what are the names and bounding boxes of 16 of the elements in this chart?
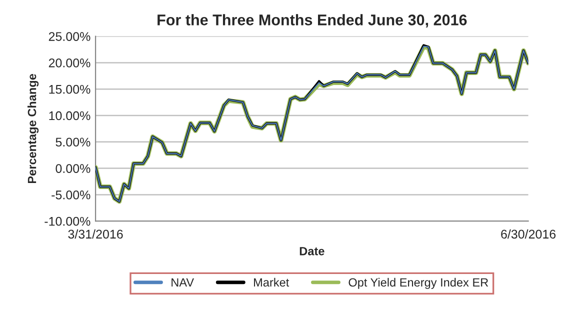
legend-label: Opt Yield Energy Index ER (348, 278, 488, 289)
y-tick-label: -10.00% (44, 216, 90, 226)
chart-title: For the Three Months Ended June 30, 2016 (158, 14, 467, 28)
y-tick-label: -5.00% (52, 190, 90, 200)
y-axis-title: Percentage Change (28, 74, 39, 184)
legend-label: Market (254, 278, 290, 287)
x-tick-label: 6/30/2016 (501, 229, 556, 239)
y-tick-label: 20.00% (48, 58, 90, 68)
y-tick-label: 0.00% (56, 164, 90, 173)
y-tick-label: 10.00% (49, 111, 90, 120)
y-tick-label: 25.00% (48, 32, 90, 41)
y-tick-label: 5.00% (56, 138, 90, 147)
x-axis-title: Date (300, 247, 324, 256)
y-tick-label: 15.00% (49, 84, 90, 94)
x-tick-label: 3/31/2016 (68, 229, 123, 239)
legend-label: NAV (172, 278, 194, 286)
